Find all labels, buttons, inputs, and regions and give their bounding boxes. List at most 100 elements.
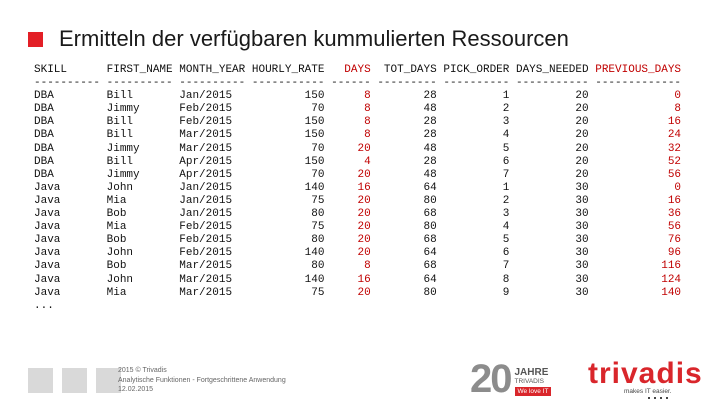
table-cell: 68 — [377, 234, 437, 247]
table-row: Java Bob Mar/2015 80 8 68 7 30 116 — [34, 260, 681, 273]
table-row: Java John Mar/2015 140 16 64 8 30 124 — [34, 274, 681, 287]
table-cell: 20 — [331, 208, 371, 221]
table-row: DBA Jimmy Apr/2015 70 20 48 7 20 56 — [34, 169, 681, 182]
table-row: DBA Bill Feb/2015 150 8 28 3 20 16 — [34, 116, 681, 129]
footer-date: 12.02.2015 — [118, 386, 154, 393]
column-header: HOURLY_RATE — [251, 64, 325, 76]
table-cell: 0 — [595, 90, 682, 103]
table-cell: Mar/2015 — [179, 129, 246, 142]
table-cell: DBA — [34, 103, 101, 116]
table-cell: 30 — [515, 221, 589, 234]
table-cell: 8 — [443, 273, 510, 286]
table-cell: 4 — [331, 155, 371, 168]
table-cell: 80 — [251, 234, 325, 247]
table-cell: 150 — [251, 90, 325, 103]
footer-copyright: 2015 © Trivadis — [118, 367, 167, 374]
table-cell: 30 — [515, 208, 589, 221]
column-separator: --------- — [377, 77, 437, 90]
table-cell: Bill — [106, 90, 173, 103]
table-cell: 32 — [595, 142, 682, 155]
table-cell: 20 — [515, 103, 589, 116]
anniversary-brand: TRIVADIS — [514, 378, 545, 385]
column-separator: ---------- — [34, 77, 101, 90]
table-cell: 9 — [443, 286, 510, 299]
table-cell: 20 — [331, 194, 371, 207]
table-row: Java Bob Jan/2015 80 20 68 3 30 36 — [34, 208, 681, 221]
table-cell: 7 — [443, 260, 510, 273]
table-cell: 2 — [443, 194, 510, 207]
column-header: TOT_DAYS — [377, 64, 437, 76]
table-ellipsis: ... — [34, 299, 54, 312]
table-cell: 20 — [331, 234, 371, 247]
table-row: Java Mia Jan/2015 75 20 80 2 30 16 — [34, 195, 681, 208]
table-cell: 140 — [251, 181, 325, 194]
column-header: SKILL — [34, 64, 101, 76]
table-cell: Bill — [106, 155, 173, 168]
footer-boxes — [28, 368, 121, 393]
table-cell: 20 — [515, 129, 589, 142]
table-cell: 1 — [443, 181, 510, 194]
table-cell: Feb/2015 — [179, 103, 246, 116]
table-row: Java Mia Mar/2015 75 20 80 9 30 140 — [34, 287, 681, 300]
table-cell: 140 — [251, 273, 325, 286]
table-row: Java John Feb/2015 140 20 64 6 30 96 — [34, 247, 681, 260]
table-cell: 30 — [515, 194, 589, 207]
table-cell: 124 — [595, 273, 682, 286]
table-cell: 150 — [251, 116, 325, 129]
table-cell: Jan/2015 — [179, 90, 246, 103]
footer-box — [96, 368, 121, 393]
column-separator: ---------- — [106, 77, 173, 90]
table-cell: Mar/2015 — [179, 273, 246, 286]
table-cell: 20 — [515, 90, 589, 103]
table-cell: 30 — [515, 247, 589, 260]
table-cell: 116 — [595, 260, 682, 273]
table-header-row: SKILL FIRST_NAME MONTH_YEAR HOURLY_RATE … — [34, 64, 681, 77]
table-cell: 8 — [331, 260, 371, 273]
table-cell: 30 — [515, 234, 589, 247]
column-separator: ---------- — [179, 77, 246, 90]
table-cell: 24 — [595, 129, 682, 142]
table-cell: Mia — [106, 221, 173, 234]
column-separator: ------------- — [595, 77, 682, 90]
column-header: DAYS_NEEDED — [515, 64, 589, 76]
table-cell: 68 — [377, 208, 437, 221]
table-cell: 30 — [515, 260, 589, 273]
table-cell: 20 — [331, 247, 371, 260]
table-cell: Apr/2015 — [179, 168, 246, 181]
table-cell: 70 — [251, 142, 325, 155]
column-header: DAYS — [331, 64, 371, 76]
table-cell: 76 — [595, 234, 682, 247]
table-cell: 140 — [251, 247, 325, 260]
table-cell: 8 — [331, 103, 371, 116]
table-cell: 68 — [377, 260, 437, 273]
table-cell: Apr/2015 — [179, 155, 246, 168]
table-cell: 56 — [595, 221, 682, 234]
table-cell: 48 — [377, 103, 437, 116]
table-cell: 36 — [595, 208, 682, 221]
slide-title-bar: Ermitteln der verfügbaren kummulierten R… — [28, 24, 569, 54]
table-cell: Java — [34, 208, 101, 221]
table-cell: Mar/2015 — [179, 286, 246, 299]
table-cell: DBA — [34, 155, 101, 168]
table-cell: 20 — [331, 142, 371, 155]
table-cell: Java — [34, 194, 101, 207]
table-cell: 150 — [251, 155, 325, 168]
table-cell: Jimmy — [106, 142, 173, 155]
table-cell: 96 — [595, 247, 682, 260]
table-cell: 52 — [595, 155, 682, 168]
table-cell: Bob — [106, 208, 173, 221]
column-header: FIRST_NAME — [106, 64, 173, 76]
table-cell: 20 — [331, 168, 371, 181]
table-cell: 1 — [443, 90, 510, 103]
table-cell: Feb/2015 — [179, 234, 246, 247]
table-cell: Bill — [106, 129, 173, 142]
table-cell: 2 — [443, 103, 510, 116]
table-cell: 30 — [515, 181, 589, 194]
table-cell: Java — [34, 286, 101, 299]
table-row: Java Bob Feb/2015 80 20 68 5 30 76 — [34, 234, 681, 247]
table-cell: 140 — [595, 286, 682, 299]
table-cell: Java — [34, 181, 101, 194]
table-cell: 64 — [377, 181, 437, 194]
table-cell: 80 — [251, 260, 325, 273]
table-cell: Mar/2015 — [179, 260, 246, 273]
